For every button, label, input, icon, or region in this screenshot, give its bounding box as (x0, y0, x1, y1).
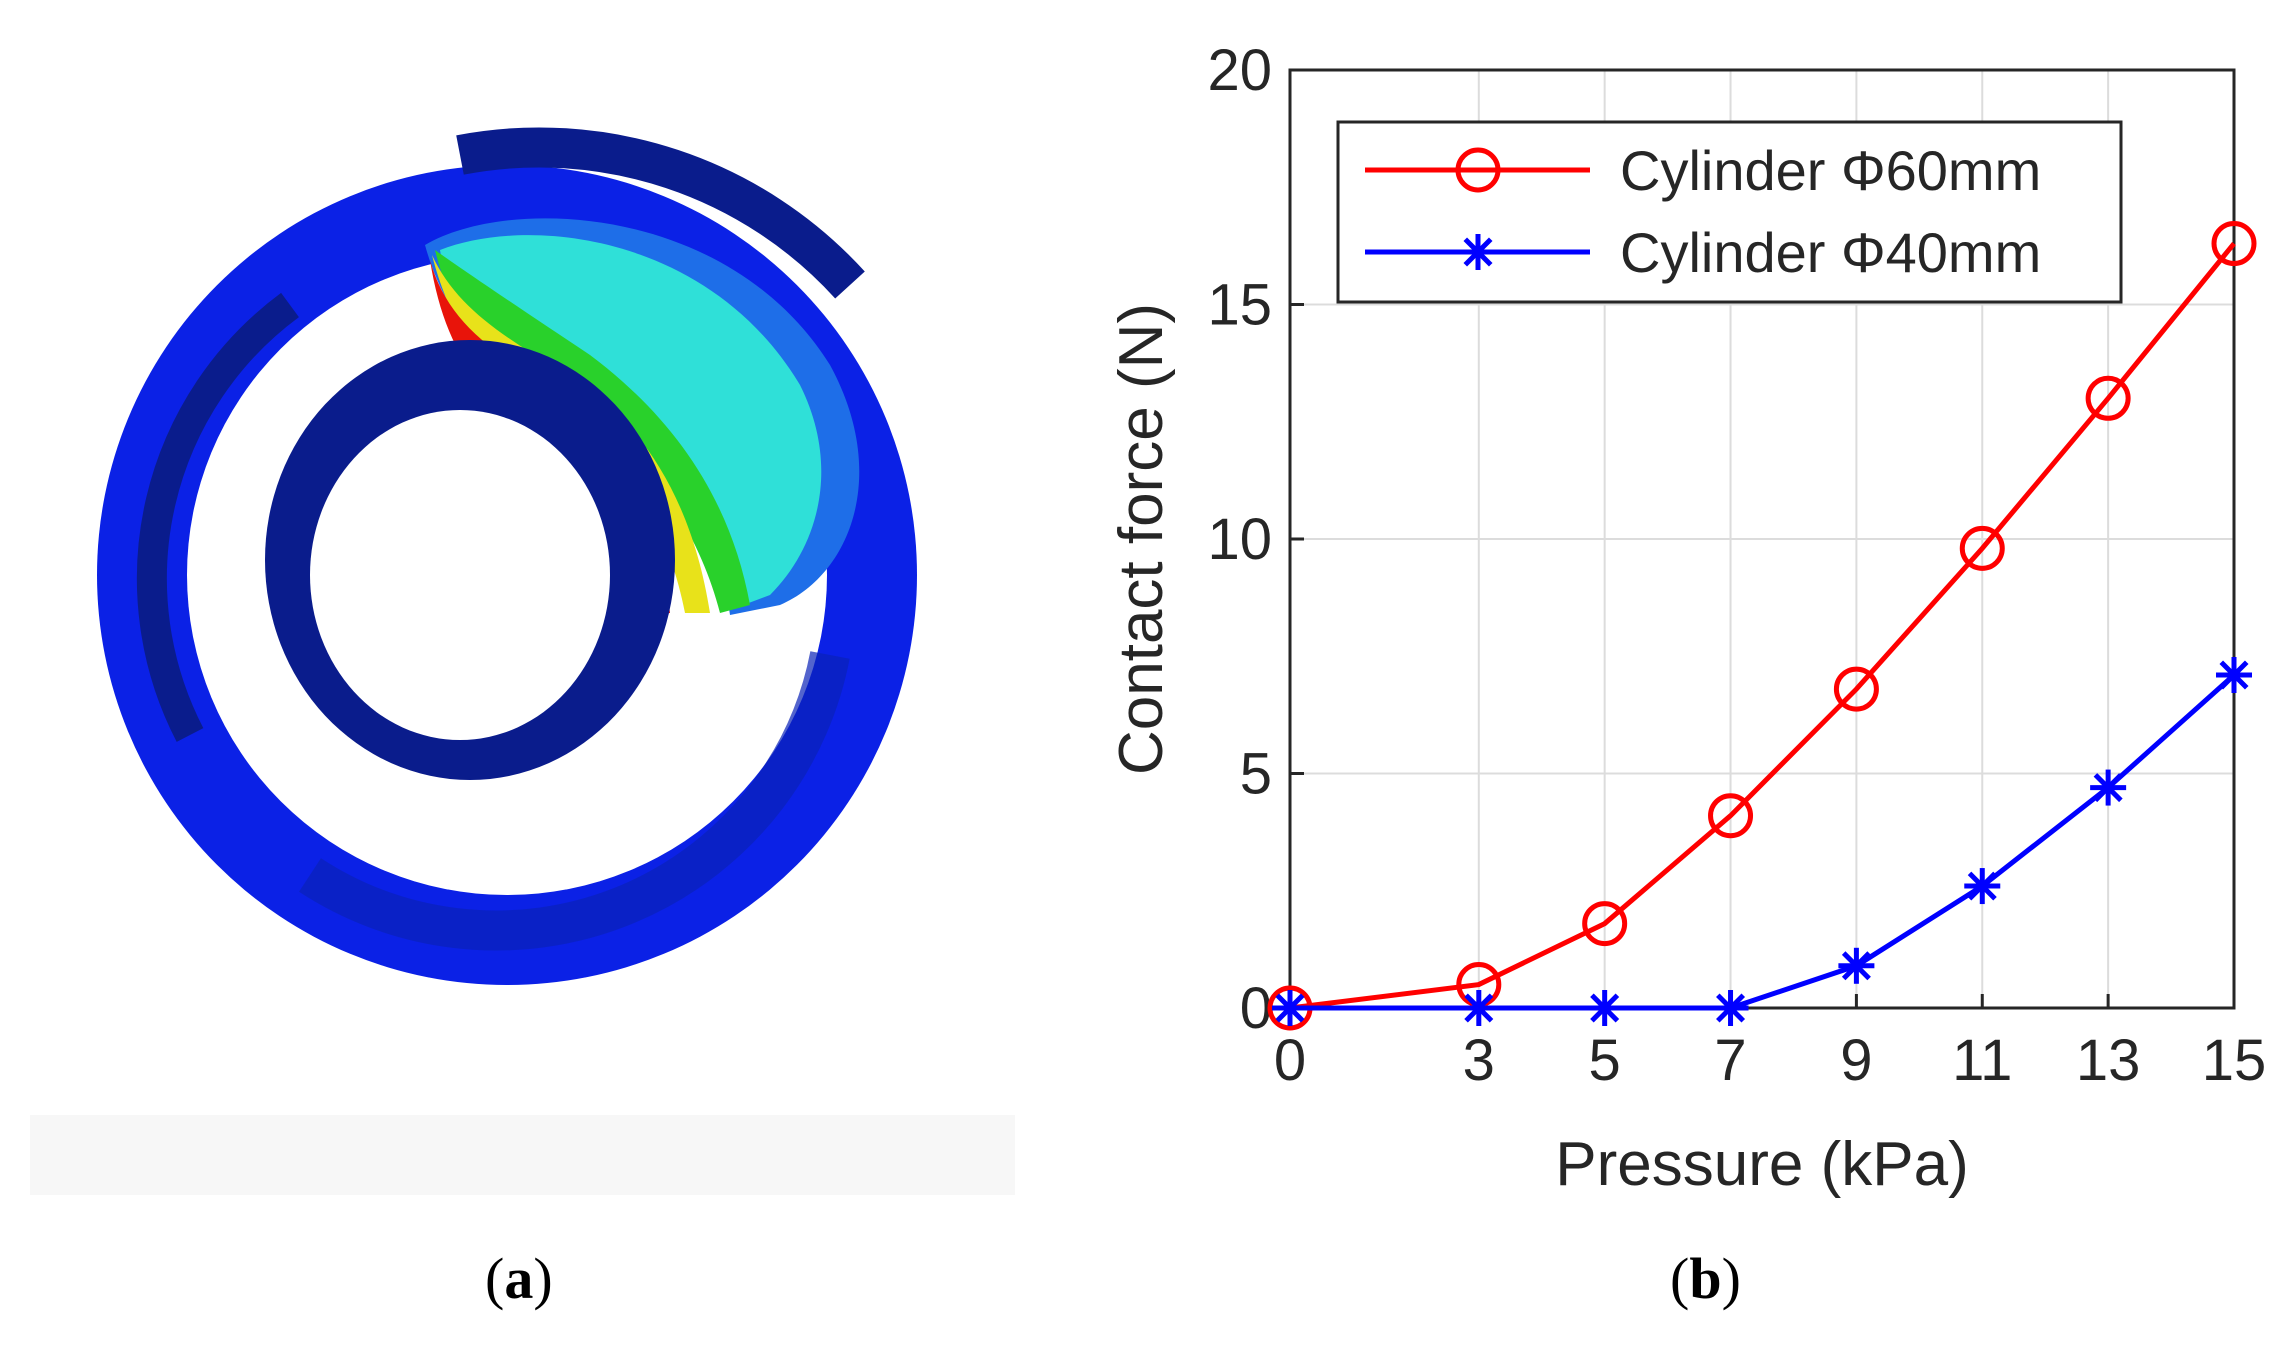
legend-marker-series-2 (1460, 234, 1496, 270)
data-point-series-2 (1838, 947, 1875, 984)
x-tick-label: 7 (1714, 1028, 1746, 1093)
inner-cylinder (265, 340, 675, 780)
x-tick-label: 15 (2202, 1028, 2267, 1093)
series-line-2 (1290, 673, 2236, 1011)
x-tick-label: 3 (1463, 1028, 1495, 1093)
x-tick-label: 0 (1274, 1028, 1306, 1093)
legend: Cylinder Φ60mm Cylinder Φ40mm (1336, 120, 2123, 304)
series-layer (1267, 221, 2257, 1031)
data-point-series-1 (1833, 666, 1879, 712)
caption-a: (a) (485, 1246, 553, 1311)
y-tick-label: 20 (1207, 38, 1272, 103)
series-line-1 (1289, 241, 2236, 1011)
data-point-series-2 (1460, 990, 1497, 1026)
data-point-series-1 (2211, 221, 2257, 267)
x-tick-label: 13 (2076, 1028, 2141, 1093)
x-axis-ticks: 0 3 5 7 9 11 13 15 (1274, 994, 2266, 1093)
x-tick-label: 9 (1840, 1028, 1872, 1093)
data-point-series-2 (1586, 990, 1623, 1026)
y-axis-ticks: 0 5 10 15 20 (1207, 38, 1304, 1041)
legend-asterisk-glyph (1460, 234, 1496, 270)
x-tick-label: 5 (1589, 1028, 1621, 1093)
y-tick-label: 10 (1207, 507, 1272, 572)
data-point-series-2 (1272, 990, 1308, 1026)
caption-b: (b) (1670, 1246, 1741, 1311)
data-point-series-1 (2085, 375, 2131, 421)
x-axis-label: Pressure (kPa) (1555, 1130, 1968, 1199)
x-tick-label: 11 (1952, 1028, 2012, 1093)
data-point-series-2 (1712, 990, 1749, 1026)
data-point-series-2 (1964, 868, 2001, 905)
legend-marker-series-1 (1455, 147, 1501, 193)
data-point-series-1 (1959, 525, 2005, 571)
y-tick-label: 5 (1240, 742, 1272, 807)
y-tick-label: 15 (1207, 273, 1272, 338)
legend-label-series-2: Cylinder Φ40mm (1620, 221, 2041, 284)
y-axis-label: Contact force (N) (1107, 303, 1176, 775)
data-point-series-1 (1582, 901, 1628, 947)
legend-label-series-1: Cylinder Φ60mm (1620, 139, 2041, 202)
data-point-series-2 (2216, 657, 2252, 694)
fea-simulation-image (30, 35, 1015, 1195)
data-point-series-1 (1708, 793, 1754, 839)
data-point-series-2 (2090, 769, 2127, 806)
y-tick-label: 0 (1240, 976, 1272, 1041)
